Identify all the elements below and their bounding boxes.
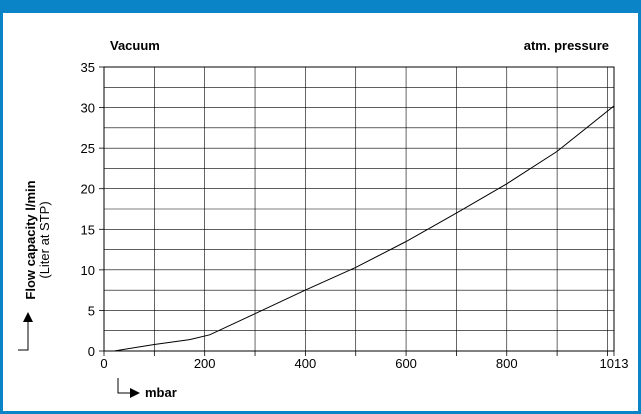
x-axis-arrow-icon xyxy=(117,378,140,398)
y-axis-title: Flow capacity l/min (Liter at STP) xyxy=(23,180,52,299)
plot-border xyxy=(103,66,615,352)
y-axis-arrow-icon xyxy=(18,312,33,351)
x-tick-label: 400 xyxy=(295,356,317,371)
x-tick-label: 0 xyxy=(100,356,107,371)
y-tick-label: 15 xyxy=(81,222,95,237)
y-tick-label: 0 xyxy=(88,344,95,359)
corner-label-left: Vacuum xyxy=(110,38,160,53)
x-tick-label: 1013 xyxy=(600,356,629,371)
grid-lines xyxy=(104,67,614,351)
x-tick-labels: 0 200 400 600 800 1013 xyxy=(100,356,628,371)
y-tick-label: 5 xyxy=(88,303,95,318)
y-tick-label: 30 xyxy=(81,101,95,116)
top-accent-bar xyxy=(0,0,641,13)
x-tick-label: 200 xyxy=(194,356,216,371)
x-tick-label: 600 xyxy=(395,356,417,371)
y-tick-label: 35 xyxy=(81,60,95,75)
series-line xyxy=(114,105,615,352)
axis-ticks xyxy=(99,66,615,356)
x-axis-label: mbar xyxy=(145,385,177,400)
x-tick-label: 800 xyxy=(496,356,518,371)
corner-label-right: atm. pressure xyxy=(524,38,609,53)
y-axis-sublabel: (Liter at STP) xyxy=(37,201,52,278)
y-tick-labels: 0 5 10 15 20 25 30 35 xyxy=(81,60,95,359)
y-tick-label: 20 xyxy=(81,182,95,197)
y-tick-label: 25 xyxy=(81,141,95,156)
y-tick-label: 10 xyxy=(81,263,95,278)
y-axis-label: Flow capacity l/min xyxy=(23,180,38,299)
